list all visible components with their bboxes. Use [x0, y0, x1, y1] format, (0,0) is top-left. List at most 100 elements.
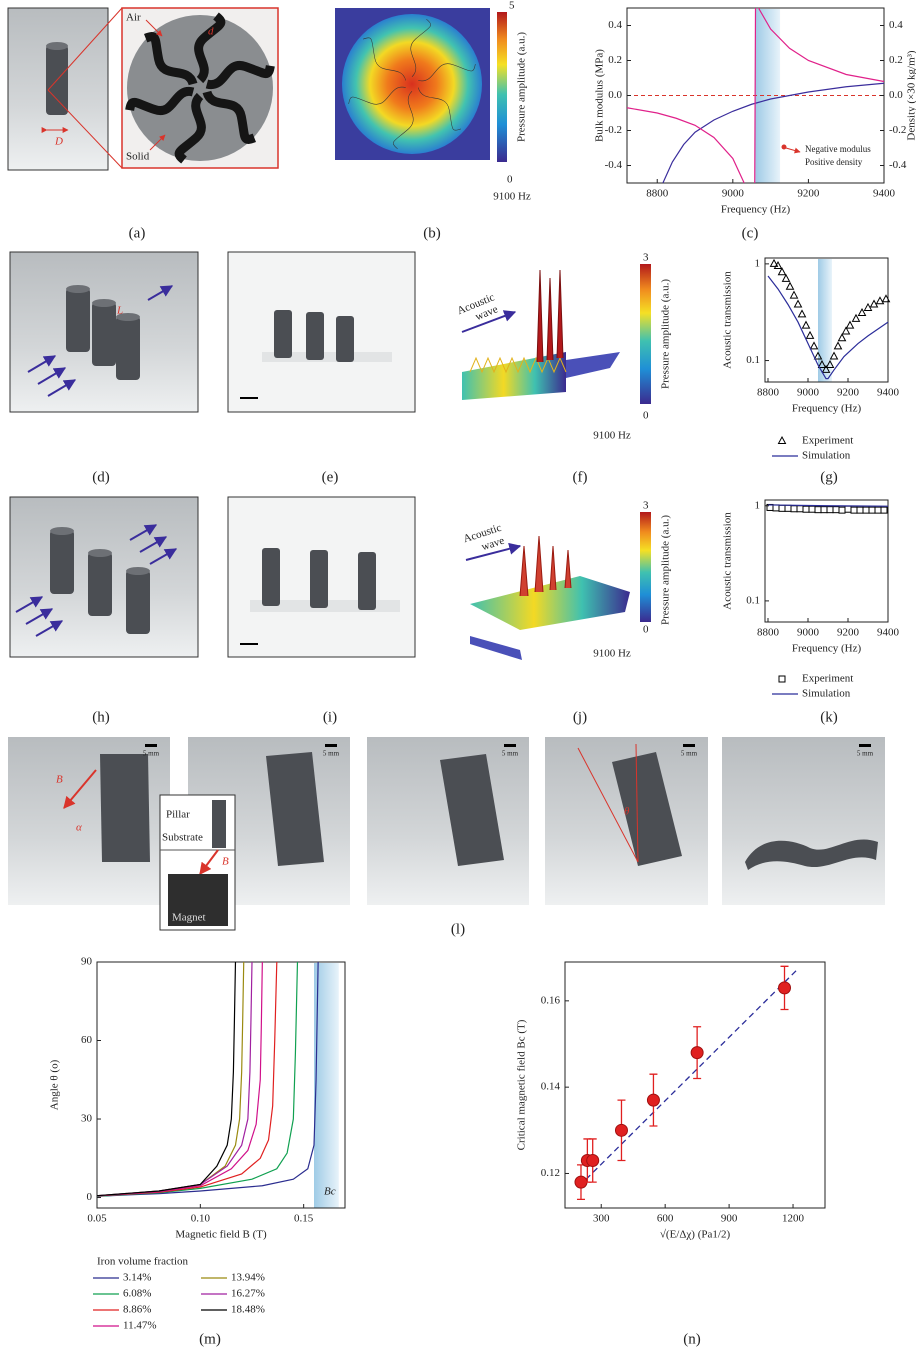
legend-label: Experiment — [802, 673, 853, 685]
marker — [847, 322, 854, 329]
x-tick-label: 1200 — [782, 1213, 805, 1225]
legend-label: 6.08% — [123, 1288, 151, 1300]
panel-label: (b) — [423, 225, 441, 241]
y2-tick-label: 0.4 — [889, 19, 903, 31]
line — [97, 962, 235, 1196]
pillar — [262, 548, 280, 606]
plot-frame — [97, 962, 345, 1208]
label-solid: Solid — [126, 151, 150, 163]
marker — [791, 292, 798, 299]
y-axis-label: Bulk modulus (MPa) — [594, 49, 606, 142]
x-tick-label: 0.15 — [294, 1213, 314, 1225]
pillar-top — [126, 567, 150, 575]
panel-label: (d) — [92, 469, 110, 485]
annotation: Positive density — [805, 157, 863, 167]
marker — [785, 505, 791, 511]
y2-tick-label: 0.2 — [889, 54, 903, 66]
pillar — [358, 552, 376, 610]
panel-label: (c) — [742, 225, 759, 241]
panel-label: (l) — [451, 921, 465, 937]
label-B: B — [222, 856, 229, 868]
x-axis-label: √(E/Δχ) (Pa1/2) — [660, 1229, 731, 1241]
y-tick-label: 0.1 — [746, 354, 760, 366]
y-tick-label: 60 — [81, 1034, 93, 1046]
marker — [773, 505, 779, 511]
x-tick-label: 9400 — [877, 387, 900, 399]
x-tick-label: 8800 — [757, 627, 780, 639]
scale-label: 5 mm — [323, 750, 340, 758]
y-axis-label: Acoustic transmission — [722, 512, 734, 610]
marker — [807, 332, 814, 339]
panel-b: 5 0 Pressure amplitude (a.u.) 9100 Hz (b… — [335, 0, 531, 241]
colorbar-max: 5 — [509, 0, 515, 12]
legend-label: Simulation — [802, 450, 851, 462]
y-axis-label: Acoustic transmission — [722, 271, 734, 369]
pointer — [786, 148, 800, 152]
pillar — [310, 550, 328, 608]
panel-l: B α 5 mm 5 mm 5 mm θ 5 mm 5 mm Pillar Su… — [8, 737, 885, 937]
pillar — [88, 552, 112, 616]
y-tick-label: 90 — [81, 956, 93, 968]
pillar — [100, 754, 150, 862]
surface — [566, 352, 620, 378]
marker — [851, 507, 857, 513]
point — [782, 145, 787, 150]
label-air: Air — [126, 12, 141, 24]
colorbar-max: 3 — [643, 500, 649, 512]
marker — [835, 342, 842, 349]
marker — [779, 437, 786, 444]
y-tick-label: 1 — [755, 499, 761, 511]
marker — [787, 283, 794, 290]
label-theta: θ — [624, 806, 630, 818]
x-axis-label: Frequency (Hz) — [721, 204, 791, 216]
panel-label: (k) — [820, 709, 838, 725]
page: D Air Solid d (a) 5 0 Pressure amplitude… — [0, 0, 916, 1350]
legend-label: 8.86% — [123, 1304, 151, 1316]
y2-tick-label: -0.4 — [889, 159, 907, 171]
marker — [833, 507, 839, 513]
colorbar-min: 0 — [507, 174, 513, 186]
x-tick-label: 9200 — [837, 387, 860, 399]
inset: Pillar Substrate B Magnet — [160, 795, 235, 930]
marker — [811, 342, 818, 349]
annotation-c — [782, 145, 801, 153]
marker — [857, 507, 863, 513]
marker — [863, 507, 869, 513]
marker — [827, 507, 833, 513]
legend-label: Experiment — [802, 435, 853, 447]
frequency: 9100 Hz — [493, 191, 531, 203]
y-tick-label: -0.4 — [605, 159, 623, 171]
marker — [803, 322, 810, 329]
y-tick-label: 30 — [81, 1113, 93, 1125]
label-B: B — [56, 774, 63, 786]
panel-label: (f) — [573, 469, 588, 485]
panel-f: Acoustic wave 3 0 Pressure amplitude (a.… — [456, 252, 672, 486]
label-d: d — [208, 26, 214, 38]
pillar — [306, 312, 324, 360]
fit-line — [579, 971, 796, 1187]
legend-label: 13.94% — [231, 1272, 265, 1284]
label-alpha: α — [76, 822, 82, 834]
pillar — [212, 800, 226, 848]
marker — [839, 334, 846, 341]
x-axis-label: Frequency (Hz) — [792, 403, 862, 415]
label-L: L — [116, 305, 123, 317]
scale-bar — [859, 744, 871, 747]
point — [691, 1047, 703, 1059]
panel-e: (e) — [228, 252, 415, 485]
colorbar — [640, 264, 651, 404]
y-tick-label: 0.14 — [541, 1081, 561, 1093]
marker — [779, 676, 785, 682]
marker — [795, 300, 802, 307]
x-tick-label: 9200 — [837, 627, 860, 639]
y-tick-label: 1 — [755, 257, 761, 269]
photo-3: 5 mm — [367, 737, 529, 905]
line — [97, 962, 297, 1196]
x-tick-label: 8800 — [757, 387, 780, 399]
pillar-top — [46, 42, 68, 50]
x-tick-label: 0.05 — [87, 1213, 107, 1225]
y2-tick-label: 0.0 — [889, 89, 903, 101]
line — [97, 962, 262, 1196]
marker — [845, 506, 851, 512]
frequency: 9100 Hz — [593, 648, 631, 660]
